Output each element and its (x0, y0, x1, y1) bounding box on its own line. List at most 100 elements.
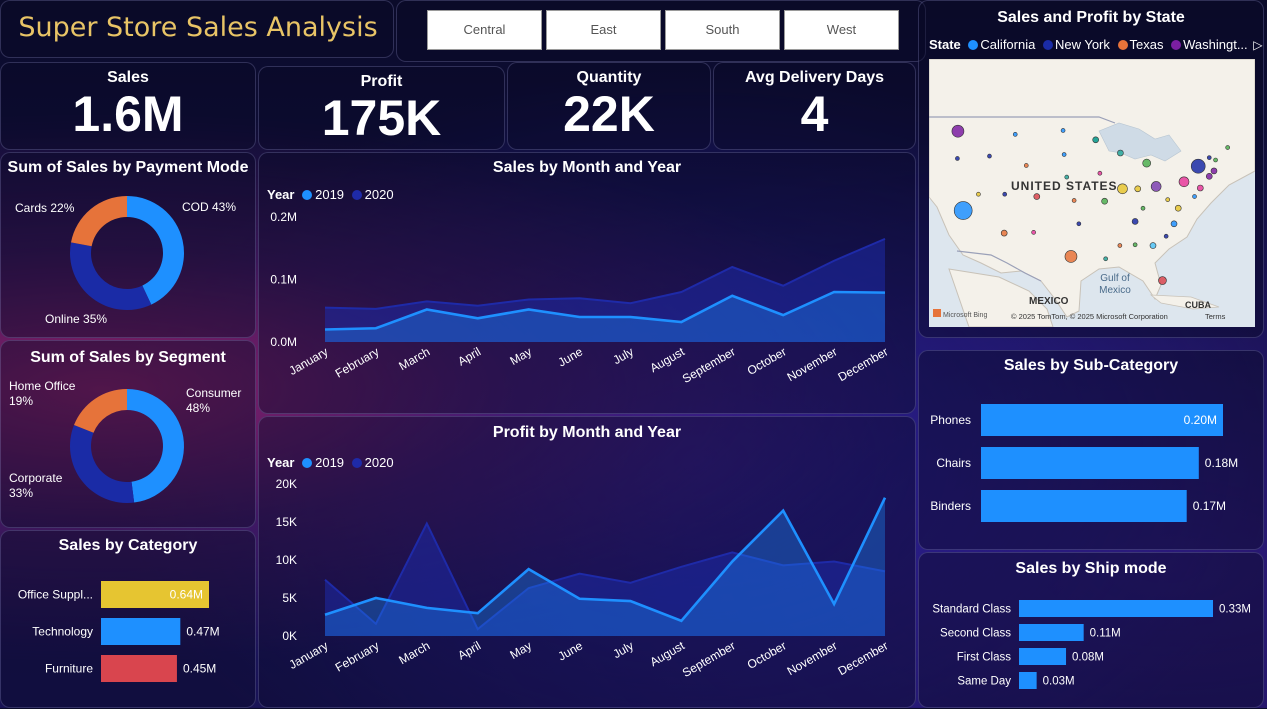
legend-item-new-york[interactable]: New York (1054, 37, 1110, 52)
map-bubble[interactable] (1101, 197, 1108, 205)
bar-same-day[interactable] (1019, 672, 1037, 689)
map-bubble[interactable] (1064, 174, 1070, 180)
map-bubble[interactable] (1060, 128, 1066, 133)
donut-label-line: Online 35% (45, 312, 107, 326)
bar-standard-class[interactable] (1019, 600, 1213, 617)
map-bubble[interactable] (1076, 221, 1082, 227)
donut-slice-cod[interactable] (127, 196, 185, 305)
map-bubble[interactable] (1117, 243, 1123, 248)
legend-dot-2019 (302, 190, 313, 200)
sales-month-area-chart[interactable]: 0.0M 0.1M 0.2M January February March April May… (259, 153, 917, 415)
map-bubble[interactable] (1170, 220, 1178, 228)
map-bubble[interactable] (1064, 250, 1078, 263)
map-bubble[interactable] (1000, 229, 1008, 237)
map-bubble[interactable] (1092, 136, 1099, 144)
map-bubble[interactable] (1205, 173, 1213, 180)
map-bubble[interactable] (1023, 163, 1029, 168)
legend-next-arrow-icon[interactable]: ▷ (1253, 38, 1263, 52)
map-bubble[interactable] (987, 153, 992, 159)
legend-item-2019[interactable]: 2019 (315, 455, 345, 470)
map-bubble[interactable] (1012, 132, 1018, 137)
chart-title: Sales by Category (58, 537, 198, 554)
bar-office-suppl-[interactable] (101, 581, 209, 608)
map-bubble[interactable] (1134, 185, 1142, 193)
map-bubble[interactable] (1117, 149, 1124, 157)
chart-title: Sales by Month and Year (492, 159, 682, 176)
region-button-central[interactable]: Central (427, 10, 542, 50)
map-bubble[interactable] (1033, 193, 1041, 200)
bar-technology[interactable] (101, 618, 181, 645)
donut-slice-cards[interactable] (71, 196, 127, 247)
map-bubble[interactable] (1225, 145, 1230, 150)
kpi-value: 1.6M (72, 86, 184, 142)
map-bubble[interactable] (1031, 230, 1036, 235)
donut-slice-home-office[interactable] (74, 389, 127, 433)
legend-item-california[interactable]: California (980, 37, 1036, 52)
map-bubble[interactable] (1192, 194, 1197, 199)
payment-mode-donut[interactable]: COD 43% Online 35% Cards 22% (1, 153, 257, 339)
legend-title: Year (267, 455, 295, 470)
map-bubble[interactable] (1132, 242, 1138, 248)
bar-phones[interactable] (981, 404, 1223, 436)
bar-furniture[interactable] (101, 655, 177, 682)
map-bubble[interactable] (1197, 184, 1204, 192)
series-line-2019[interactable] (324, 290, 886, 331)
legend-item-2020[interactable]: 2020 (364, 187, 394, 202)
map-bubble[interactable] (976, 191, 981, 197)
map-bubble[interactable] (1174, 204, 1182, 212)
region-button-west[interactable]: West (784, 10, 899, 50)
x-tick-label: March (396, 638, 432, 667)
legend-item-texas[interactable]: Texas (1129, 37, 1164, 52)
map-bubble[interactable] (953, 201, 973, 220)
donut-slice-consumer[interactable] (127, 389, 185, 503)
series-line-2020[interactable] (324, 521, 886, 631)
map-bubble[interactable] (1140, 205, 1146, 211)
map-bubble[interactable] (1103, 256, 1108, 262)
series-line-2020[interactable] (324, 237, 886, 310)
bar-chairs[interactable] (981, 447, 1199, 479)
map-bubble[interactable] (1002, 191, 1008, 197)
donut-slice-online[interactable] (70, 242, 152, 310)
map-bubble[interactable] (1210, 167, 1218, 175)
series-line-2019[interactable] (324, 497, 887, 623)
region-button-south[interactable]: South (665, 10, 780, 50)
map-bubble[interactable] (1142, 158, 1151, 168)
x-tick-label: February (333, 638, 382, 674)
map-bubble[interactable] (1213, 157, 1218, 163)
legend-item-2020[interactable]: 2020 (364, 455, 394, 470)
map-bubble[interactable] (1061, 152, 1067, 157)
map-bubble[interactable] (1097, 170, 1103, 176)
map-canvas[interactable]: UNITED STATES Gulf of Mexico MEXICO CUBA … (929, 59, 1255, 327)
shipmode-bar-chart[interactable]: Standard Class 0.33M Second Class 0.11M Firs… (919, 553, 1265, 709)
map-bubble[interactable] (1131, 218, 1139, 225)
map-bubble[interactable] (1071, 198, 1077, 203)
map-bubble[interactable] (1206, 155, 1212, 160)
us-bubble-map[interactable]: UNITED STATES Gulf of Mexico MEXICO CUBA … (929, 59, 1255, 327)
region-button-east[interactable]: East (546, 10, 661, 50)
bar-binders[interactable] (981, 490, 1187, 522)
bar-first-class[interactable] (1019, 648, 1067, 665)
x-tick-label: April (455, 344, 483, 368)
donut-slice-corporate[interactable] (69, 425, 135, 503)
x-tick-label: November (785, 638, 840, 678)
map-bubble[interactable] (1165, 197, 1171, 202)
map-bubble[interactable] (1150, 181, 1162, 192)
map-bubble[interactable] (1190, 158, 1206, 174)
map-terms-link[interactable]: Terms (1205, 312, 1226, 321)
map-bubble[interactable] (1149, 242, 1157, 249)
legend-item-2019[interactable]: 2019 (315, 187, 345, 202)
map-bubble[interactable] (1117, 183, 1128, 195)
map-bubble[interactable] (1178, 176, 1190, 188)
legend-item-washington[interactable]: Washingt... (1183, 37, 1248, 52)
profit-month-area-chart[interactable]: 0K 5K 10K 15K 20K January February March April Ma… (259, 417, 917, 709)
map-bubble[interactable] (955, 156, 960, 161)
map-bubble[interactable] (1158, 276, 1167, 285)
subcategory-bar-chart[interactable]: Phones 0.20M Chairs 0.18M Binders 0.17M (919, 351, 1265, 551)
bar-second-class[interactable] (1019, 624, 1084, 641)
map-legend: State California New York Texas Washingt… (929, 37, 1263, 52)
category-bar-chart[interactable]: Office Suppl... 0.64M Technology 0.47M Furni… (1, 531, 257, 709)
segment-donut[interactable]: Consumer 48% Corporate 33% Home Office 19% (1, 341, 257, 529)
map-bubble[interactable] (1163, 233, 1169, 239)
bar-category-label-chairs: Chairs (936, 456, 971, 470)
map-bubble[interactable] (951, 124, 965, 138)
